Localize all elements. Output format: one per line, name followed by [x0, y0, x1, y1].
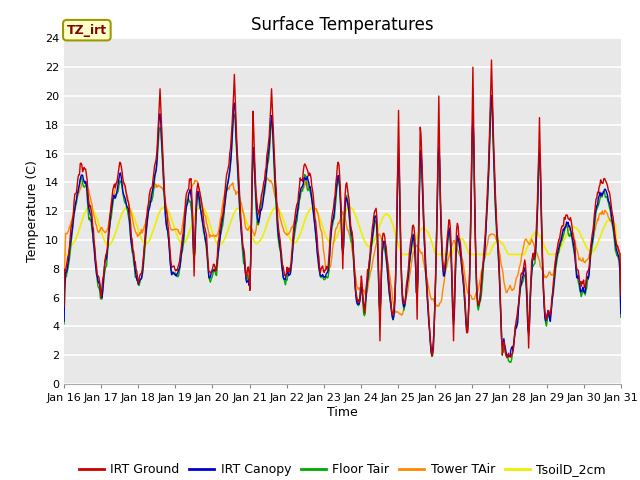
Y-axis label: Temperature (C): Temperature (C) — [26, 160, 39, 262]
Title: Surface Temperatures: Surface Temperatures — [251, 16, 434, 34]
Legend: IRT Ground, IRT Canopy, Floor Tair, Tower TAir, TsoilD_2cm: IRT Ground, IRT Canopy, Floor Tair, Towe… — [74, 458, 611, 480]
Text: TZ_irt: TZ_irt — [67, 24, 107, 36]
X-axis label: Time: Time — [327, 406, 358, 419]
